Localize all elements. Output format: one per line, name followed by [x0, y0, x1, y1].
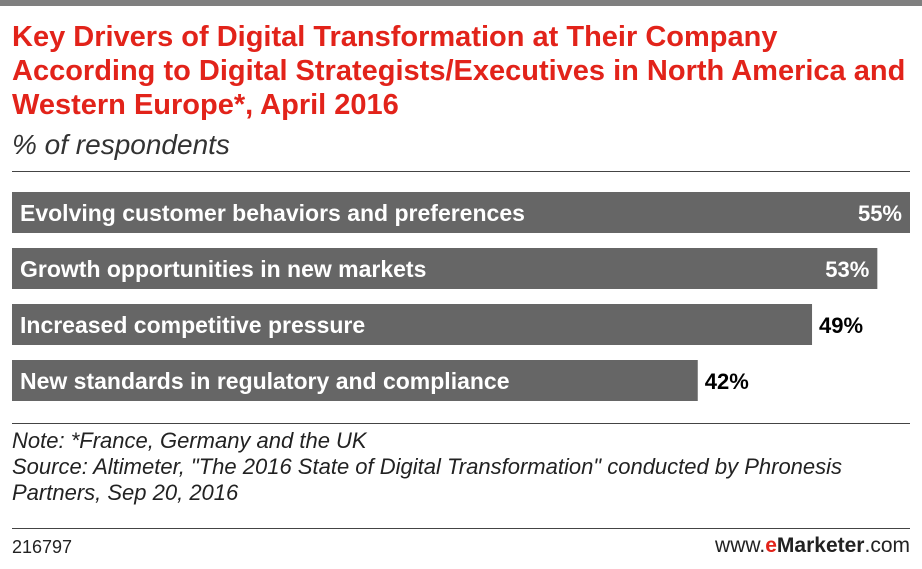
bar-label-3: New standards in regulatory and complian… — [20, 368, 510, 394]
bar-0 — [12, 192, 910, 233]
chart-title: Key Drivers of Digital Transformation at… — [12, 21, 906, 121]
notes-block: Note: *France, Germany and the UK Source… — [12, 428, 912, 506]
bar-1 — [12, 248, 878, 289]
brand-suffix: .com — [864, 534, 910, 557]
brand-name: Marketer — [776, 534, 865, 557]
bar-label-1: Growth opportunities in new markets — [20, 256, 426, 282]
value-label-3: 42% — [705, 369, 749, 394]
source-note: Source: Altimeter, "The 2016 State of Di… — [12, 454, 843, 505]
bar-label-2: Increased competitive pressure — [20, 312, 365, 338]
header-divider — [12, 171, 910, 172]
brand-e: e — [765, 534, 777, 557]
notes-divider — [12, 423, 910, 424]
bar-3 — [12, 360, 698, 401]
bar-chart: Evolving customer behaviors and preferen… — [12, 192, 910, 401]
emarketer-logo: www.eMarketer.com — [715, 534, 910, 558]
footnote: Note: *France, Germany and the UK — [12, 428, 367, 453]
chart-subtitle: % of respondents — [12, 129, 230, 160]
bar-label-0: Evolving customer behaviors and preferen… — [20, 200, 525, 226]
bar-2 — [12, 304, 813, 345]
value-label-0: 55% — [858, 201, 902, 226]
value-label-1: 53% — [825, 257, 869, 282]
brand-prefix: www. — [715, 534, 766, 557]
chart-id: 216797 — [12, 537, 73, 557]
footer-divider — [12, 528, 910, 529]
top-rule — [0, 0, 922, 6]
value-label-2: 49% — [819, 313, 863, 338]
